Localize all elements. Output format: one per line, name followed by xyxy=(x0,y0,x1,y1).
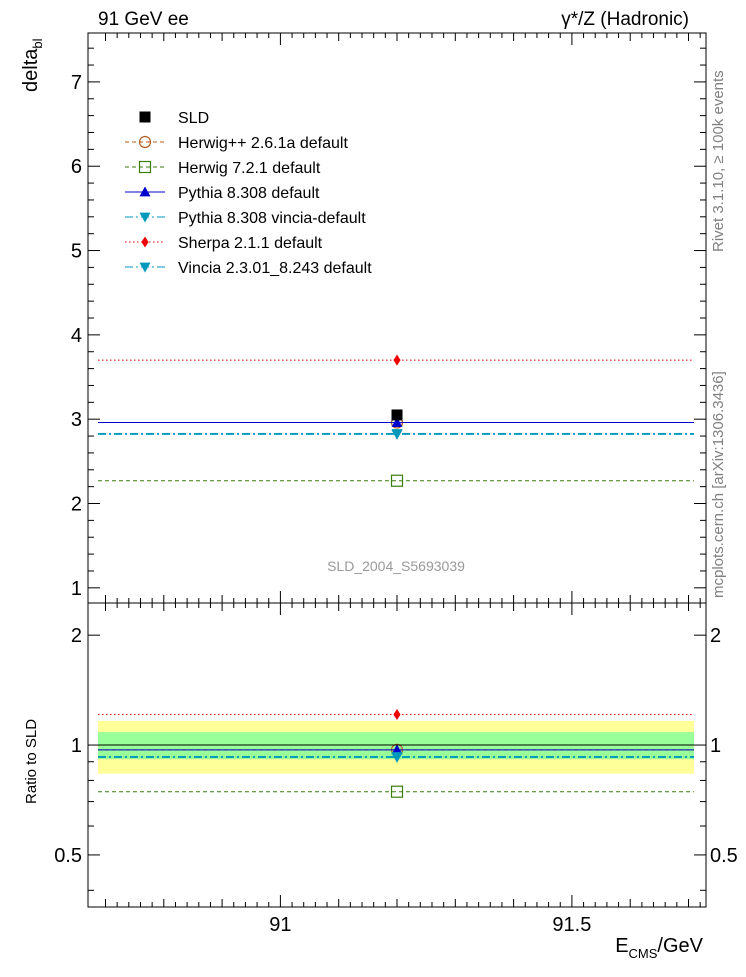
main-ytick-label: 2 xyxy=(71,494,82,516)
ratio-series-sherpa xyxy=(98,708,694,720)
legend-label-sherpa: Sherpa 2.1.1 default xyxy=(178,235,323,252)
ratio-ytick-label-right: 1 xyxy=(710,735,721,757)
legend-item-pythia: Pythia 8.308 default xyxy=(125,185,320,202)
legend-item-herwigpp: Herwig++ 2.6.1a default xyxy=(125,135,348,152)
ratio-series-pythia xyxy=(98,744,694,755)
ratio-ytick-label: 2 xyxy=(71,625,82,647)
data-point-herwig7 xyxy=(390,474,404,487)
main-ylabel-subscript: bl xyxy=(30,38,45,48)
ratio-point-vincia xyxy=(391,752,403,763)
xlabel: ECMS/GeV xyxy=(615,935,703,961)
legend-item-data: SLD xyxy=(139,110,209,127)
main-ytick-label: 5 xyxy=(71,241,82,263)
main-ytick-label: 4 xyxy=(71,325,82,347)
side-source-text: mcplots.cern.ch [arXiv:1306.3436] xyxy=(710,371,727,598)
ratio-series-layer xyxy=(98,708,694,798)
ratio-point-sherpa xyxy=(393,708,401,720)
ratio-ytick-label-right: 0.5 xyxy=(710,845,738,867)
legend-marker-vincia xyxy=(139,262,151,273)
data-point-pythia xyxy=(391,417,403,427)
xtick-label: 91 xyxy=(269,914,291,936)
xlabel-subscript: CMS xyxy=(629,946,658,961)
ratio-series-herwig7 xyxy=(98,785,694,798)
ratio-series-vincia xyxy=(98,752,694,763)
legend-label-pythia: Pythia 8.308 default xyxy=(178,185,320,202)
main-ytick-label: 3 xyxy=(71,409,82,431)
main-ylabel: deltabl xyxy=(20,38,45,92)
main-ytick-label: 1 xyxy=(71,578,82,600)
legend-item-pythia_vincia: Pythia 8.308 vincia-default xyxy=(125,210,366,227)
ratio-ytick-label: 1 xyxy=(71,735,82,757)
xtick-label: 91.5 xyxy=(552,914,591,936)
legend-label-vincia: Vincia 2.3.01_8.243 default xyxy=(178,260,372,277)
header-right-label: γ*/Z (Hadronic) xyxy=(561,9,689,30)
legend-label-data: SLD xyxy=(178,110,209,127)
legend-marker-pythia xyxy=(139,186,151,197)
legend-label-herwigpp: Herwig++ 2.6.1a default xyxy=(178,135,348,152)
series-data xyxy=(391,409,403,421)
main-series-layer xyxy=(98,354,694,487)
side-version-text: Rivet 3.1.10, ≥ 100k events xyxy=(710,70,727,252)
series-vincia xyxy=(98,429,694,440)
series-herwig7 xyxy=(98,474,694,487)
ratio-point-pythia xyxy=(391,744,403,755)
legend-marker-sherpa xyxy=(141,236,149,248)
axes-layer: 1 2 3 4 5 6 7 0.5 0.5 1 1 2 2 91 91.5 xyxy=(54,32,738,936)
main-ytick-label: 7 xyxy=(71,72,82,94)
legend-marker-herwig7 xyxy=(138,160,152,174)
ratio-ylabel: Ratio to SLD xyxy=(23,719,40,804)
legend-label-pythia_vincia: Pythia 8.308 vincia-default xyxy=(178,210,366,227)
series-pythia xyxy=(98,417,694,427)
data-point-vincia xyxy=(391,429,403,440)
series-sherpa xyxy=(98,354,694,366)
legend-label-herwig7: Herwig 7.2.1 default xyxy=(178,160,321,177)
ratio-ytick-label-right: 2 xyxy=(710,625,721,647)
legend: SLD Herwig++ 2.6.1a default Herwig 7.2.1 d… xyxy=(125,110,372,277)
legend-marker-pythia_vincia xyxy=(139,212,151,223)
legend-item-sherpa: Sherpa 2.1.1 default xyxy=(125,235,323,252)
header-left-label: 91 GeV ee xyxy=(98,9,189,30)
legend-marker-herwigpp xyxy=(138,135,152,149)
ratio-bands xyxy=(98,720,694,774)
main-ytick-label: 6 xyxy=(71,156,82,178)
data-point-sherpa xyxy=(393,354,401,366)
legend-marker-data xyxy=(139,111,151,123)
data-point-data xyxy=(391,409,403,421)
legend-item-herwig7: Herwig 7.2.1 default xyxy=(125,160,321,177)
analysis-id: SLD_2004_S5693039 xyxy=(327,558,465,574)
legend-item-vincia: Vincia 2.3.01_8.243 default xyxy=(125,260,372,277)
ratio-point-herwig7 xyxy=(390,785,404,798)
xlabel-unit: /GeV xyxy=(657,935,703,957)
ratio-ytick-label: 0.5 xyxy=(54,845,82,867)
